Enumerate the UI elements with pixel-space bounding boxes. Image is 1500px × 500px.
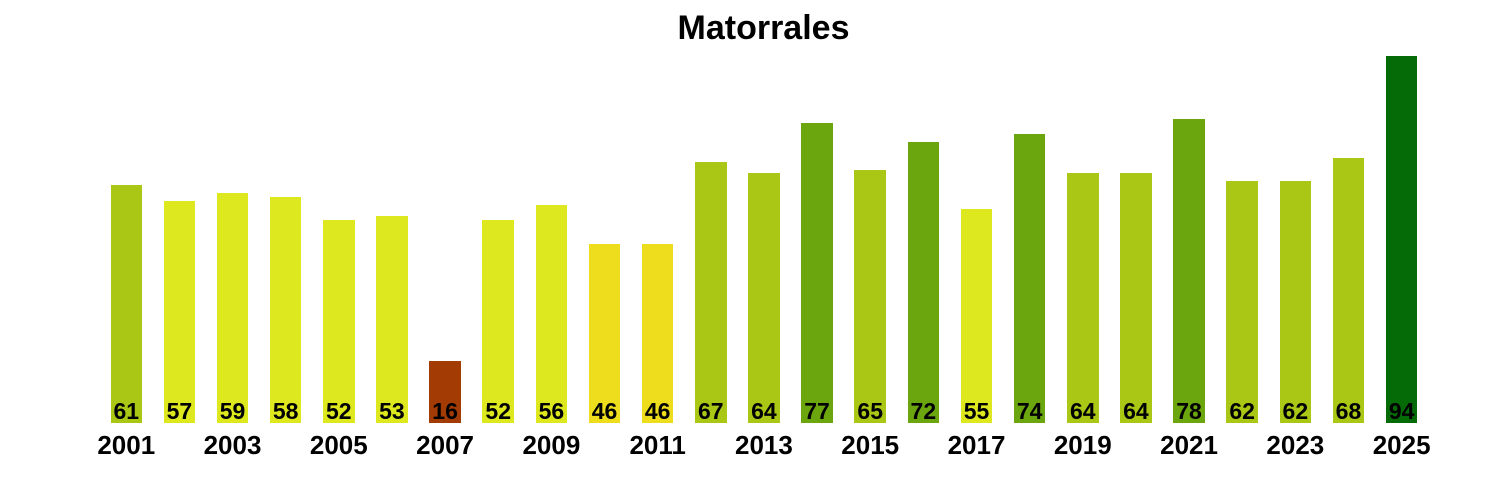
bar-2001	[110, 185, 142, 423]
x-tick-label-2015: 2015	[841, 430, 900, 460]
bar-2008	[482, 220, 514, 423]
x-tick-label-2021: 2021	[1160, 430, 1218, 460]
bar-2012	[695, 161, 727, 423]
x-tick-label-2019: 2019	[1053, 430, 1112, 460]
x-tick-label-2025: 2025	[1372, 430, 1431, 460]
bar-value-label-2011: 46	[644, 398, 671, 424]
bar-2014	[801, 122, 833, 423]
x-tick-label-2023: 2023	[1266, 430, 1325, 460]
bar-value-label-2015: 65	[857, 398, 883, 424]
bar-2009	[535, 204, 568, 423]
x-tick-label-2017: 2017	[947, 430, 1006, 460]
bar-value-label-2023: 62	[1282, 398, 1309, 424]
bar-2021	[1173, 118, 1205, 423]
bar-value-label-2017: 55	[963, 398, 990, 424]
bar-value-label-2008: 52	[485, 398, 512, 424]
bar-value-label-2021: 78	[1176, 398, 1202, 424]
bar-2005	[323, 220, 355, 423]
bar-value-label-2003: 59	[219, 398, 246, 424]
bar-value-label-2024: 68	[1335, 398, 1362, 424]
bar-value-label-2020: 64	[1123, 398, 1149, 424]
bar-value-label-2009: 56	[538, 398, 565, 424]
bar-2019	[1067, 173, 1099, 423]
x-tick-label-2013: 2013	[735, 430, 793, 460]
x-tick-label-2011: 2011	[629, 430, 686, 460]
bar-value-label-2013: 64	[751, 398, 777, 424]
bar-value-label-2019: 64	[1069, 398, 1096, 424]
bar-value-label-2022: 62	[1229, 398, 1255, 424]
bar-2013	[748, 173, 780, 423]
bar-2025	[1385, 56, 1418, 423]
bar-value-label-2004: 58	[272, 398, 299, 424]
bar-value-label-2012: 67	[697, 398, 724, 424]
bar-2022	[1226, 181, 1258, 423]
bar-value-label-2005: 52	[326, 398, 352, 424]
bar-value-label-2025: 94	[1388, 398, 1415, 424]
bar-2003	[216, 192, 249, 423]
bar-2004	[269, 196, 302, 423]
bar-2011	[641, 243, 674, 423]
bar-2002	[163, 200, 196, 423]
bar-value-label-2006: 53	[379, 398, 405, 424]
x-tick-label-2007: 2007	[416, 430, 474, 460]
bar-value-label-2002: 57	[166, 398, 193, 424]
x-tick-label-2003: 2003	[203, 430, 262, 460]
bar-value-label-2014: 77	[804, 398, 830, 424]
bar-2020	[1120, 173, 1152, 423]
bar-2017	[960, 208, 993, 423]
bar-value-label-2018: 74	[1016, 398, 1043, 424]
chart-title: Matorrales	[677, 9, 850, 47]
bar-2016	[907, 142, 940, 423]
x-tick-label-2005: 2005	[309, 430, 368, 460]
bar-2007	[429, 360, 461, 423]
bar-2023	[1279, 181, 1312, 423]
bar-value-label-2007: 16	[432, 398, 458, 424]
bar-value-label-2001: 61	[113, 398, 140, 424]
bar-2010	[588, 243, 621, 423]
bar-2015	[854, 169, 886, 423]
bar-2024	[1332, 157, 1365, 423]
bar-value-label-2010: 46	[591, 398, 618, 424]
x-tick-label-2001: 2001	[97, 430, 156, 460]
x-tick-label-2009: 2009	[522, 430, 581, 460]
bar-value-label-2016: 72	[910, 398, 937, 424]
bar-2006	[376, 216, 408, 423]
bar-2018	[1013, 134, 1046, 423]
